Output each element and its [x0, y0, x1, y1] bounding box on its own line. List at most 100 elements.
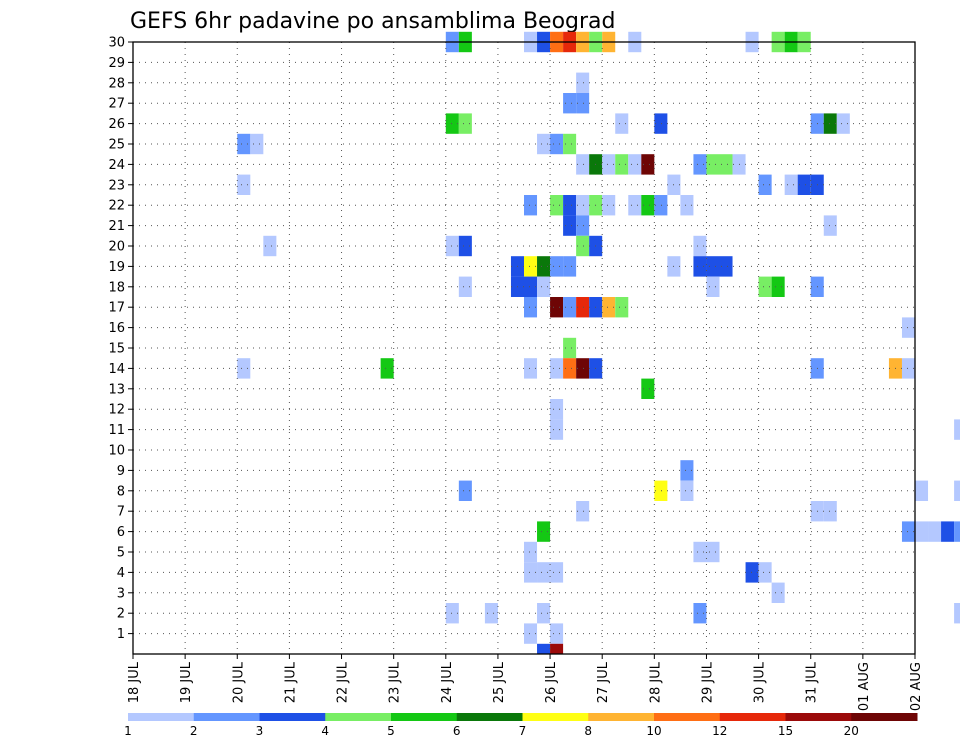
heatmap-cell [745, 562, 759, 583]
x-tick-label: 30 JUL [753, 661, 768, 703]
colorbar-label: 4 [321, 724, 329, 738]
heatmap-cell [758, 562, 772, 583]
heatmap-cell [576, 358, 590, 379]
heatmap-cell [563, 337, 577, 359]
heatmap-cell [524, 276, 538, 297]
heatmap-cell [680, 195, 694, 216]
heatmap-cell [550, 562, 564, 583]
heatmap-cell [836, 113, 850, 134]
heatmap-cell [693, 154, 707, 175]
colorbar-label: 6 [453, 724, 461, 738]
heatmap-cell [602, 195, 616, 216]
heatmap-cell [550, 399, 564, 420]
colorbar-swatch [456, 713, 523, 721]
x-axis-ticks: 18 JUL 19 JUL 20 JUL 21 JUL 22 JUL 23 JUL 24 J… [127, 654, 924, 711]
heatmap-cell [823, 501, 837, 522]
heatmap-cell [550, 358, 564, 379]
heatmap-cell [576, 72, 590, 93]
heatmap-cell [537, 603, 551, 624]
x-tick-label: 23 JUL [388, 661, 403, 703]
heatmap-cell [823, 215, 837, 236]
y-tick-label: 2 [117, 607, 125, 622]
y-tick-label: 5 [117, 546, 125, 561]
x-tick-label: 24 JUL [440, 661, 455, 703]
colorbar-label: 15 [778, 724, 793, 738]
y-tick-label: 21 [108, 219, 125, 234]
x-tick-label: 26 JUL [544, 661, 559, 703]
colorbar-label: 7 [519, 724, 527, 738]
heatmap-cell [954, 480, 960, 501]
heatmap-cell [458, 276, 472, 297]
heatmap-cell [693, 541, 707, 563]
heatmap-cell [576, 154, 590, 175]
heatmap-cell [901, 358, 915, 379]
heatmap-cell [954, 521, 960, 542]
heatmap-cell [706, 276, 720, 297]
heatmap-cell [576, 195, 590, 216]
y-tick-label: 1 [117, 627, 125, 642]
heatmap-cell [263, 235, 277, 257]
colorbar-swatch [588, 713, 655, 721]
x-tick-label: 19 JUL [179, 661, 194, 703]
heatmap-cell [928, 521, 942, 542]
heatmap-cell [484, 603, 498, 624]
colorbar: 1 2 3 4 5 6 7 8 10 12 15 20 [124, 713, 918, 738]
heatmap-cell [537, 521, 551, 542]
heatmap-cell [628, 195, 642, 216]
heatmap-cell [550, 297, 564, 318]
heatmap-cell [954, 419, 960, 440]
heatmap-cell [563, 297, 577, 318]
heatmap-cell [719, 256, 733, 277]
y-tick-label: 26 [108, 117, 125, 132]
heatmap-cell [524, 195, 538, 216]
colorbar-label: 20 [844, 724, 859, 738]
heatmap-cell [380, 358, 394, 379]
heatmap-cell [602, 154, 616, 175]
grid-lines [133, 42, 915, 654]
colorbar-label: 10 [646, 724, 661, 738]
heatmap-cell [524, 541, 538, 563]
heatmap-cell [563, 358, 577, 379]
heatmap-cell [524, 256, 538, 277]
heatmap-cell [524, 297, 538, 318]
heatmap-cell [941, 521, 955, 542]
heatmap-cell [550, 133, 564, 155]
heatmap-cell [771, 276, 785, 297]
y-tick-label: 25 [108, 138, 125, 153]
heatmap-cell [537, 256, 551, 277]
heatmap-cell [706, 256, 720, 277]
x-tick-label: 02 AUG [909, 662, 924, 711]
heatmap-cell [654, 480, 668, 501]
heatmap-cell [706, 541, 720, 563]
x-tick-label: 22 JUL [336, 661, 351, 703]
y-tick-label: 20 [108, 240, 125, 255]
heatmap-cells [237, 31, 960, 654]
heatmap-cell [576, 93, 590, 114]
heatmap-cell [706, 154, 720, 175]
heatmap-cell [576, 215, 590, 236]
heatmap-cell [550, 623, 564, 644]
heatmap-cell [576, 501, 590, 522]
plot-frame [132, 41, 916, 655]
y-tick-label: 18 [108, 280, 125, 295]
heatmap-cell [550, 643, 564, 654]
x-tick-label: 21 JUL [283, 661, 298, 703]
y-tick-label: 8 [117, 484, 125, 499]
heatmap-cell [563, 93, 577, 114]
colorbar-swatch [719, 713, 786, 721]
heatmap-cell [954, 603, 960, 624]
heatmap-cell [563, 195, 577, 216]
y-tick-label: 15 [108, 342, 125, 357]
y-tick-label: 13 [108, 382, 125, 397]
x-tick-label: 01 AUG [857, 662, 872, 711]
y-tick-label: 23 [108, 178, 125, 193]
y-tick-label: 24 [108, 158, 125, 173]
colorbar-label: 2 [190, 724, 198, 738]
x-tick-label: 31 JUL [805, 661, 820, 703]
colorbar-swatch [851, 713, 918, 721]
colorbar-swatch [193, 713, 260, 721]
heatmap-cell [680, 460, 694, 481]
heatmap-cell [628, 154, 642, 175]
heatmap-cell [250, 133, 264, 155]
